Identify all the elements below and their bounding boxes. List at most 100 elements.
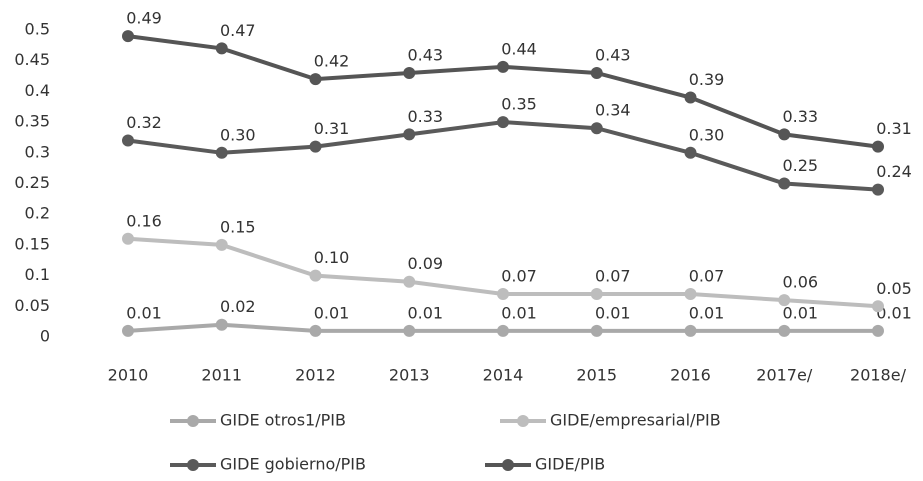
legend-label: GIDE gobierno/PIB — [220, 455, 366, 474]
value-label: 0.34 — [595, 101, 631, 120]
value-label: 0.43 — [407, 45, 443, 64]
marker — [872, 183, 884, 196]
value-label: 0.31 — [314, 119, 350, 138]
value-label: 0.33 — [407, 107, 443, 126]
y-tick-label: 0.15 — [14, 234, 50, 253]
marker — [872, 324, 884, 337]
x-tick-label: 2014 — [483, 366, 524, 385]
value-label: 0.44 — [501, 39, 537, 58]
value-label: 0.31 — [876, 119, 912, 138]
y-tick-label: 0.25 — [14, 173, 50, 192]
marker — [872, 140, 884, 153]
marker — [590, 66, 603, 79]
value-label: 0.43 — [595, 45, 631, 64]
marker — [590, 288, 603, 301]
value-label: 0.47 — [220, 21, 256, 40]
marker — [403, 275, 416, 288]
y-tick-label: 0.2 — [25, 204, 50, 223]
value-label: 0.15 — [220, 217, 256, 236]
value-label: 0.06 — [782, 273, 818, 292]
value-label: 0.02 — [220, 297, 256, 316]
y-tick-label: 0.4 — [25, 81, 50, 100]
value-label: 0.10 — [314, 248, 350, 267]
marker — [309, 269, 322, 282]
marker — [122, 324, 134, 337]
marker — [122, 232, 134, 245]
value-label: 0.01 — [782, 303, 818, 322]
value-label: 0.05 — [876, 279, 912, 298]
y-tick-label: 0.3 — [25, 142, 50, 161]
value-label: 0.30 — [220, 125, 256, 144]
y-tick-label: 0.05 — [14, 296, 50, 315]
marker — [122, 134, 134, 147]
marker — [215, 238, 228, 251]
marker — [497, 116, 509, 129]
value-label: 0.35 — [501, 95, 537, 114]
marker — [403, 324, 416, 337]
value-label: 0.01 — [314, 303, 350, 322]
marker — [778, 177, 791, 190]
value-label: 0.24 — [876, 162, 912, 181]
value-label: 0.07 — [595, 267, 631, 286]
x-tick-label: 2011 — [201, 366, 242, 385]
marker — [497, 288, 509, 301]
y-tick-label: 0.45 — [14, 50, 50, 69]
value-label: 0.01 — [126, 303, 162, 322]
y-tick-label: 0 — [40, 327, 50, 346]
marker — [403, 66, 416, 79]
legend-label: GIDE otros1/PIB — [220, 411, 346, 430]
value-label: 0.07 — [501, 267, 537, 286]
marker — [590, 324, 603, 337]
x-tick-label: 2013 — [389, 366, 430, 385]
value-label: 0.16 — [126, 211, 162, 230]
value-label: 0.33 — [782, 107, 818, 126]
y-tick-label: 0.5 — [25, 20, 50, 39]
value-label: 0.01 — [407, 303, 443, 322]
value-label: 0.01 — [876, 303, 912, 322]
marker — [590, 122, 603, 135]
marker — [497, 324, 509, 337]
marker — [215, 42, 228, 55]
x-tick-label: 2017e/ — [756, 366, 813, 385]
legend-marker — [187, 415, 199, 427]
legend-marker — [502, 459, 514, 471]
x-tick-label: 2018e/ — [850, 366, 907, 385]
value-label: 0.32 — [126, 113, 162, 132]
value-label: 0.01 — [595, 303, 631, 322]
marker — [309, 140, 322, 153]
x-tick-label: 2012 — [295, 366, 336, 385]
value-label: 0.01 — [689, 303, 725, 322]
marker — [684, 146, 697, 159]
value-label: 0.09 — [407, 254, 443, 273]
marker — [309, 73, 322, 86]
marker — [215, 146, 228, 159]
x-tick-label: 2010 — [108, 366, 149, 385]
marker — [684, 324, 697, 337]
value-label: 0.30 — [689, 125, 725, 144]
legend-label: GIDE/empresarial/PIB — [550, 411, 721, 430]
marker — [778, 324, 791, 337]
marker — [309, 324, 322, 337]
marker — [497, 60, 509, 73]
value-label: 0.07 — [689, 267, 725, 286]
marker — [684, 91, 697, 104]
y-tick-label: 0.1 — [25, 265, 50, 284]
marker — [122, 30, 134, 43]
marker — [872, 300, 884, 313]
y-tick-label: 0.35 — [14, 112, 50, 131]
value-label: 0.42 — [314, 52, 350, 71]
x-tick-label: 2015 — [576, 366, 617, 385]
legend-marker — [517, 415, 529, 427]
marker — [684, 288, 697, 301]
value-label: 0.01 — [501, 303, 537, 322]
value-label: 0.49 — [126, 9, 162, 28]
legend-label: GIDE/PIB — [535, 455, 605, 474]
value-label: 0.39 — [689, 70, 725, 89]
x-tick-label: 2016 — [670, 366, 711, 385]
marker — [778, 128, 791, 141]
marker — [778, 294, 791, 307]
legend-marker — [187, 459, 199, 471]
marker — [215, 318, 228, 331]
value-label: 0.25 — [782, 156, 818, 175]
